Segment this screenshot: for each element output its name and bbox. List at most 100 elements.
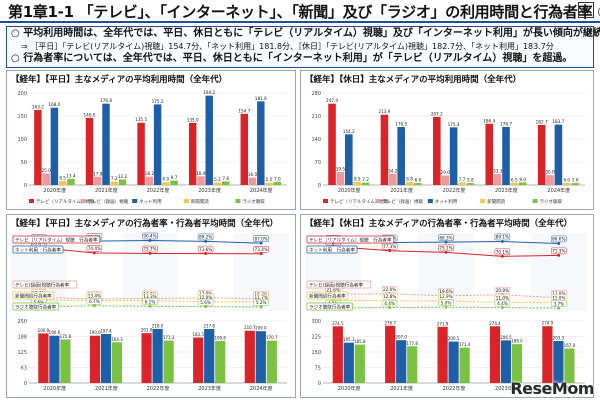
y-tick-label: 150 <box>17 114 27 120</box>
data-label: 183.5 <box>192 332 204 337</box>
data-point <box>557 242 561 245</box>
bar <box>564 348 575 383</box>
panel-title: 【経年】【平日】主なメディアの行為者率・行為者平均時間（全年代） <box>11 219 279 229</box>
data-label: 175.4 <box>448 122 460 127</box>
x-tick-label: 2020年度 <box>338 187 361 194</box>
bar <box>205 95 213 185</box>
bar <box>118 179 127 185</box>
y-tick-label: 100 <box>17 137 27 143</box>
data-label: 71.3% <box>552 249 565 254</box>
series-tag: 新聞閲読行為者率 <box>15 292 52 299</box>
data-point <box>388 249 391 253</box>
data-label: 6.0 <box>563 178 570 183</box>
data-label: 89.2% <box>199 235 212 240</box>
data-label-box <box>197 245 214 253</box>
x-tick-label: 2022年度 <box>147 385 170 392</box>
bar <box>562 183 571 185</box>
bar <box>213 182 222 185</box>
data-label: 73.4% <box>255 247 268 252</box>
x-tick-label: 2022年度 <box>147 187 170 194</box>
data-point <box>204 305 208 309</box>
data-label: 16.0 <box>248 172 258 177</box>
bar <box>34 109 42 185</box>
data-label-box <box>494 299 511 307</box>
series-tag: ラジオ聴取行為者率 <box>15 303 57 310</box>
data-label: 195.1 <box>343 337 355 342</box>
data-label-box <box>381 299 398 307</box>
bar <box>94 176 102 185</box>
data-point <box>388 306 391 309</box>
data-label: 6.1% <box>145 299 156 304</box>
legend-label: 新聞閲読 <box>487 198 505 205</box>
data-label: 6.0 <box>163 177 170 182</box>
data-label: 7.2 <box>111 176 118 181</box>
x-tick-label: 2024年度 <box>250 385 273 392</box>
data-label: 30.0 <box>545 170 555 175</box>
legend-swatch <box>427 199 433 203</box>
data-label-box <box>551 300 567 307</box>
data-point <box>501 254 504 258</box>
data-label: 4.4% <box>384 301 395 306</box>
y-tick-label: 75 <box>315 366 321 372</box>
resemom-logo: ReseMom <box>510 379 594 398</box>
bar <box>571 183 579 185</box>
legend-label: テレビ（録画）視聴 <box>88 198 129 205</box>
data-label: 176.7 <box>500 121 512 126</box>
data-label: 18.9 <box>196 171 206 176</box>
data-label: 5.6% <box>200 300 211 305</box>
bar <box>152 328 163 383</box>
data-label: 39.5 <box>336 167 346 172</box>
bar <box>215 340 226 383</box>
data-label-box <box>253 245 269 253</box>
data-label-box <box>253 299 269 306</box>
data-label: 207.0 <box>395 335 407 340</box>
y-tick-label: 280 <box>311 91 321 97</box>
data-label: 11.0% <box>496 296 509 301</box>
y-tick-label: 225 <box>311 335 321 341</box>
legend-label: ラジオ聴取 <box>540 198 563 205</box>
data-label: 177.8 <box>406 341 418 346</box>
bar <box>502 126 510 185</box>
data-label-box <box>197 298 214 306</box>
series-tag-box <box>12 291 55 300</box>
data-point <box>259 252 263 256</box>
legend-label: テレビ（録画）視聴 <box>382 198 423 205</box>
y-tick-label: 125 <box>17 350 27 356</box>
data-label: 34.2 <box>388 168 398 173</box>
data-point <box>444 305 448 309</box>
weekday-rate-chart: 81.6%74.4%73.7%73.6%73.4%88.1%89.6%90.4%… <box>11 232 289 311</box>
data-label: 12.9% <box>439 294 452 299</box>
bar <box>328 103 336 185</box>
x-tick-label: 2023年度 <box>198 385 221 392</box>
y-tick-label: 200 <box>17 91 27 97</box>
data-label: 86.6% <box>552 237 565 242</box>
bar <box>163 340 174 383</box>
data-label: 197.4 <box>100 329 112 334</box>
bar <box>145 176 154 185</box>
x-tick-label: 2024年度 <box>250 187 273 194</box>
data-label: 8.0 <box>519 177 526 182</box>
data-label: 70.1% <box>496 250 509 255</box>
data-label-box <box>381 293 398 300</box>
bar <box>459 347 470 383</box>
data-label: 9.5 <box>354 176 361 181</box>
data-label: 276.7 <box>384 320 396 325</box>
data-label: 207.2 <box>431 111 443 116</box>
bar <box>85 117 94 185</box>
bar <box>518 182 527 185</box>
bar <box>405 182 414 185</box>
panel-weekday-average: 【経年】【平日】主なメディアの平均利用時間（全年代） 0 50 100 150 200 1… <box>6 70 296 210</box>
data-label: 209.0 <box>255 326 267 331</box>
data-label: 164.3 <box>111 337 123 342</box>
data-label: 183.7 <box>552 119 564 124</box>
data-label: 190.6 <box>49 330 61 335</box>
data-point <box>204 252 208 255</box>
bar <box>489 326 501 383</box>
legend-swatch <box>29 199 34 203</box>
data-label: 74.4% <box>88 246 101 251</box>
page-title: 第1章1-1 「テレビ」、「インターネット」、「新聞」及び「ラジオ」の利用時間と… <box>8 3 600 21</box>
data-label: 171.4 <box>459 342 471 347</box>
data-label: 12.8% <box>383 294 396 299</box>
bar <box>170 180 178 185</box>
